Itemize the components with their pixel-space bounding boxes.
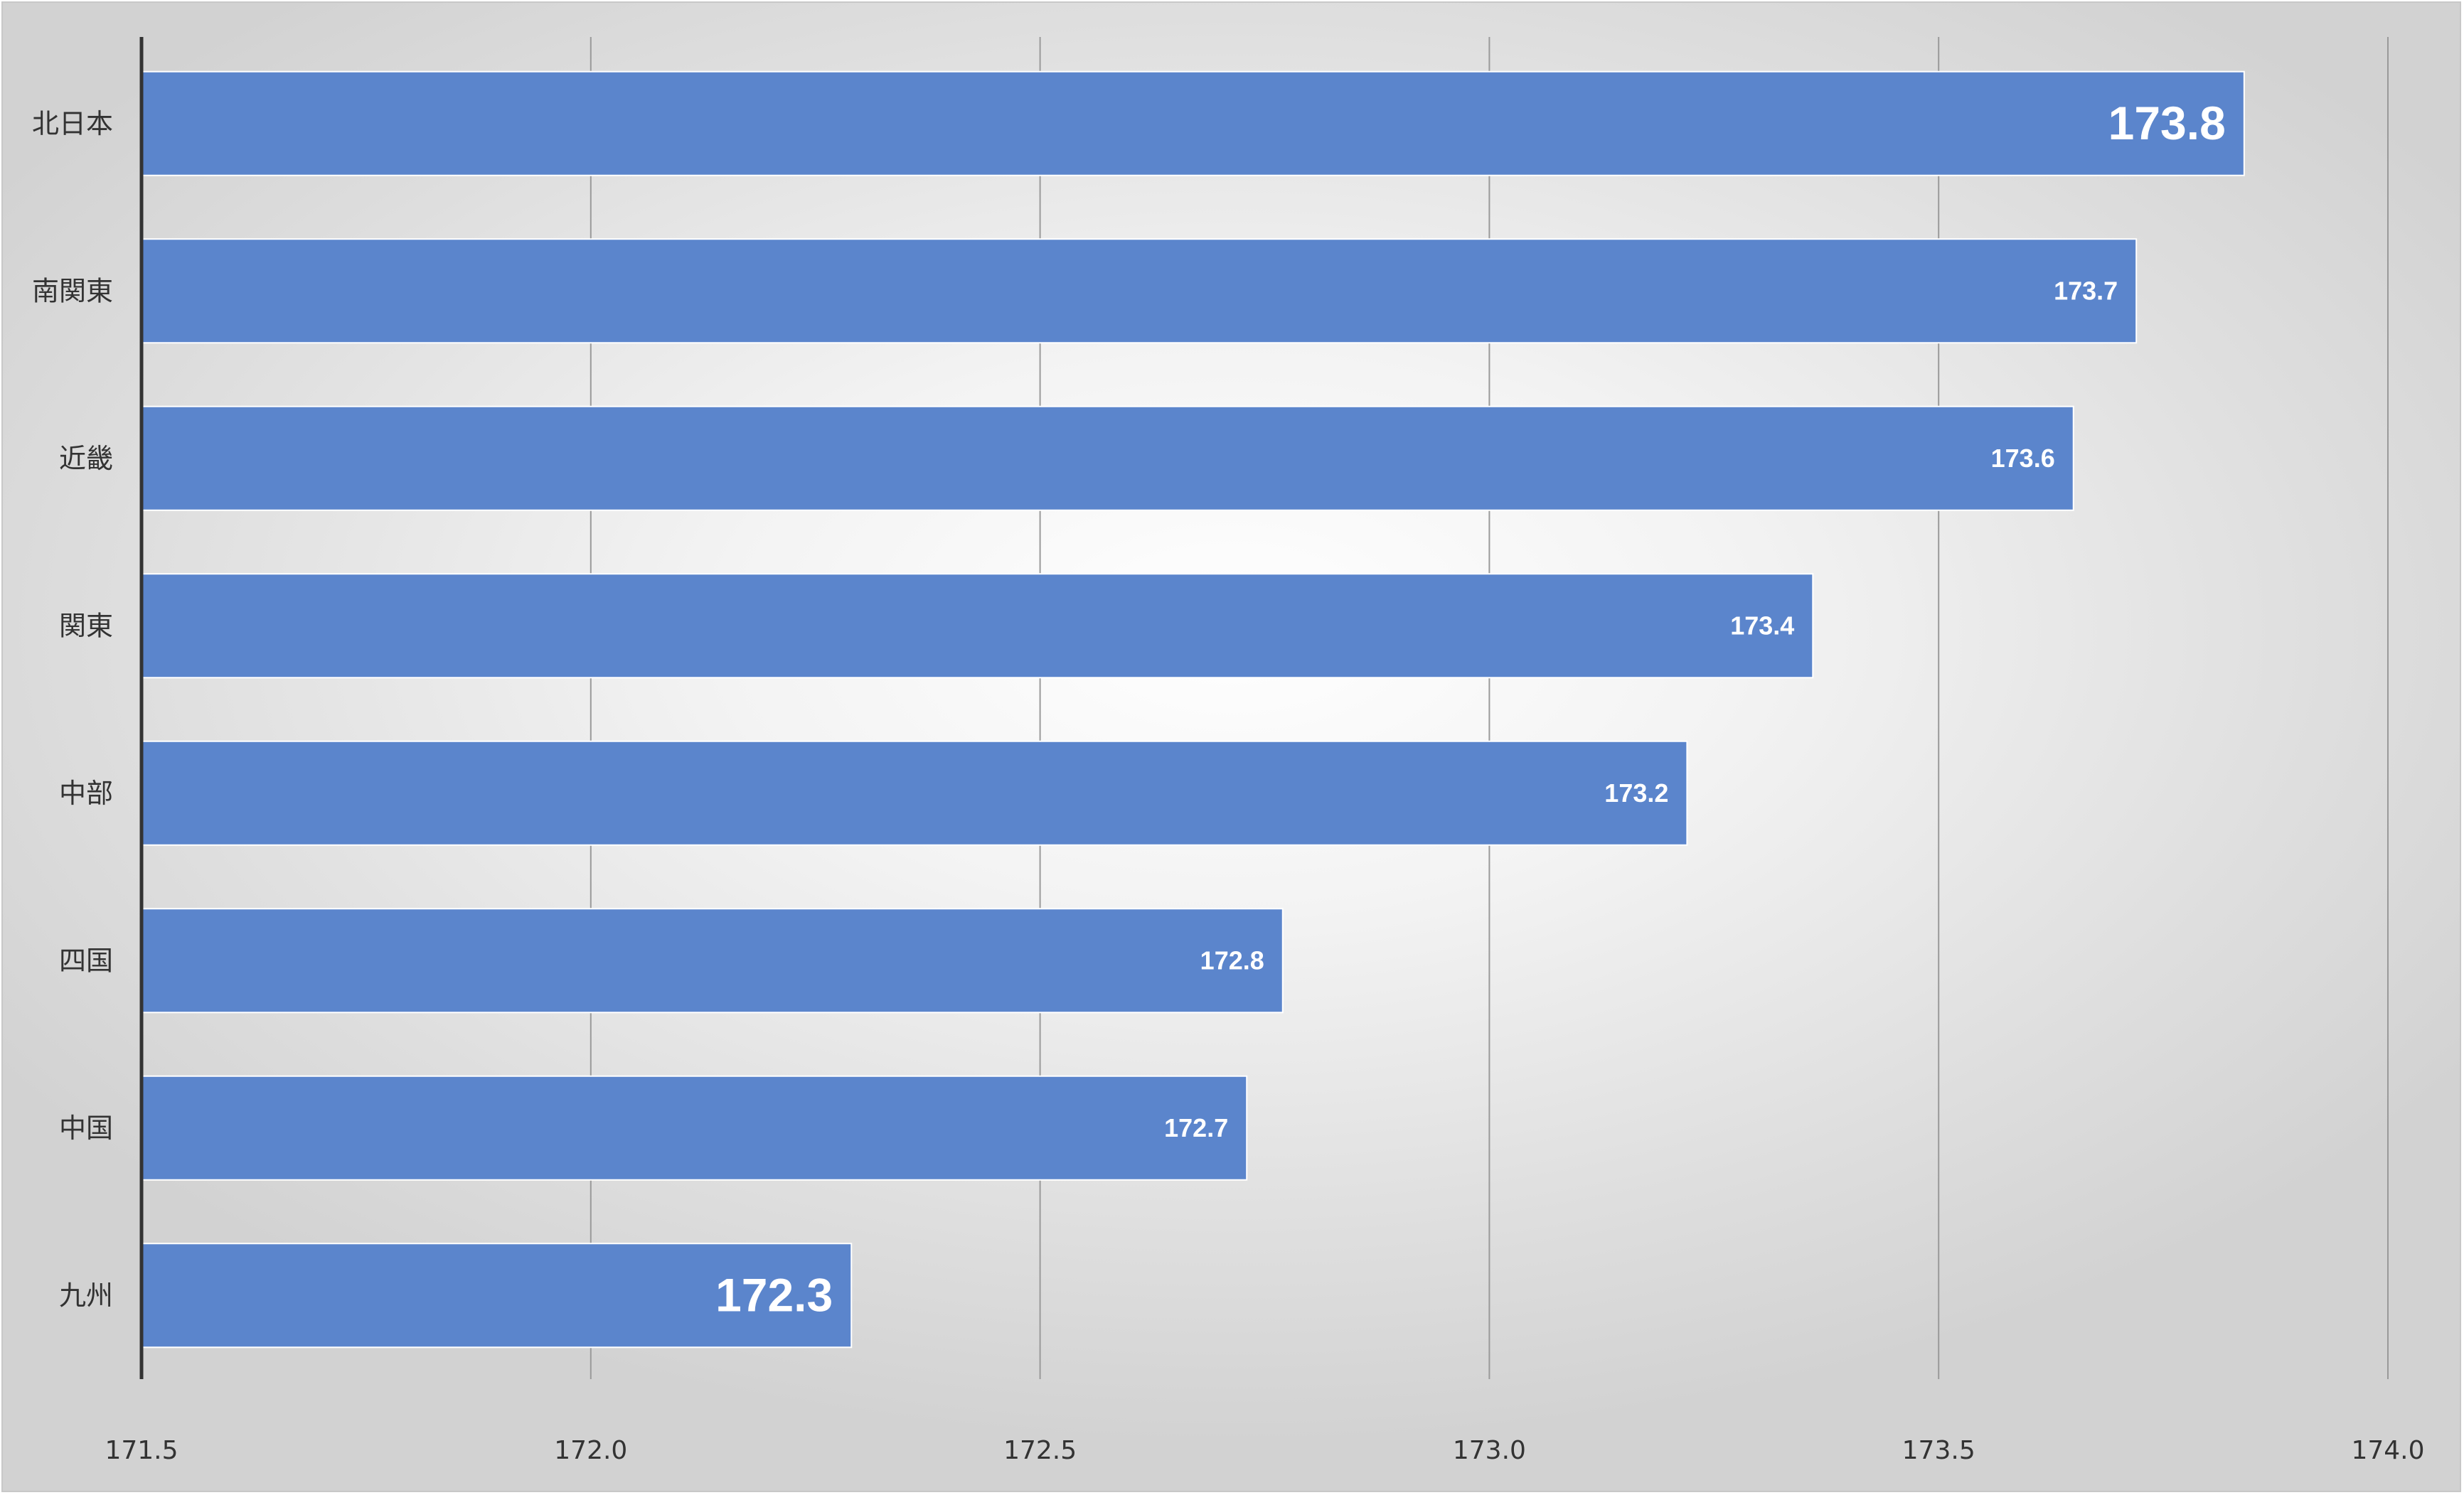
y-category-label: 北日本 <box>32 108 113 139</box>
y-category-label: 関東 <box>59 610 113 641</box>
x-tick-label: 172.5 <box>1003 1436 1077 1465</box>
bar <box>141 405 2074 511</box>
bar <box>141 1243 853 1349</box>
x-tick-label: 172.0 <box>554 1436 627 1465</box>
data-label: 172.8 <box>1200 945 1264 975</box>
data-label: 173.2 <box>1604 778 1668 808</box>
y-category-label: 中国 <box>59 1113 113 1144</box>
y-category-label: 近畿 <box>59 443 113 474</box>
y-category-label: 九州 <box>59 1280 113 1311</box>
bar <box>141 573 1814 679</box>
data-label: 173.4 <box>1730 611 1794 640</box>
bar <box>141 70 2245 176</box>
data-label: 173.8 <box>2108 97 2226 149</box>
y-category-label: 中部 <box>59 778 113 809</box>
labels: 171.5 172.0 172.5 173.0 173.5 174.0 北日本 173.8 南関… <box>32 97 2425 1465</box>
bar <box>141 740 1688 846</box>
bar <box>141 238 2138 344</box>
data-label: 172.7 <box>1164 1113 1228 1142</box>
bars <box>141 70 2245 1349</box>
y-category-label: 四国 <box>59 945 113 976</box>
bar-chart: 171.5 172.0 172.5 173.0 173.5 174.0 北日本 173.8 南関… <box>32 37 2425 1465</box>
x-tick-label: 173.5 <box>1902 1436 1975 1465</box>
data-label: 172.3 <box>715 1268 833 1321</box>
x-tick-label: 171.5 <box>105 1436 178 1465</box>
x-tick-label: 173.0 <box>1453 1436 1526 1465</box>
bar <box>141 1075 1248 1181</box>
x-tick-label: 174.0 <box>2351 1436 2424 1465</box>
bar <box>141 908 1284 1014</box>
data-label: 173.7 <box>2054 276 2118 305</box>
y-category-label: 南関東 <box>32 275 113 306</box>
data-label: 173.6 <box>1991 444 2055 473</box>
